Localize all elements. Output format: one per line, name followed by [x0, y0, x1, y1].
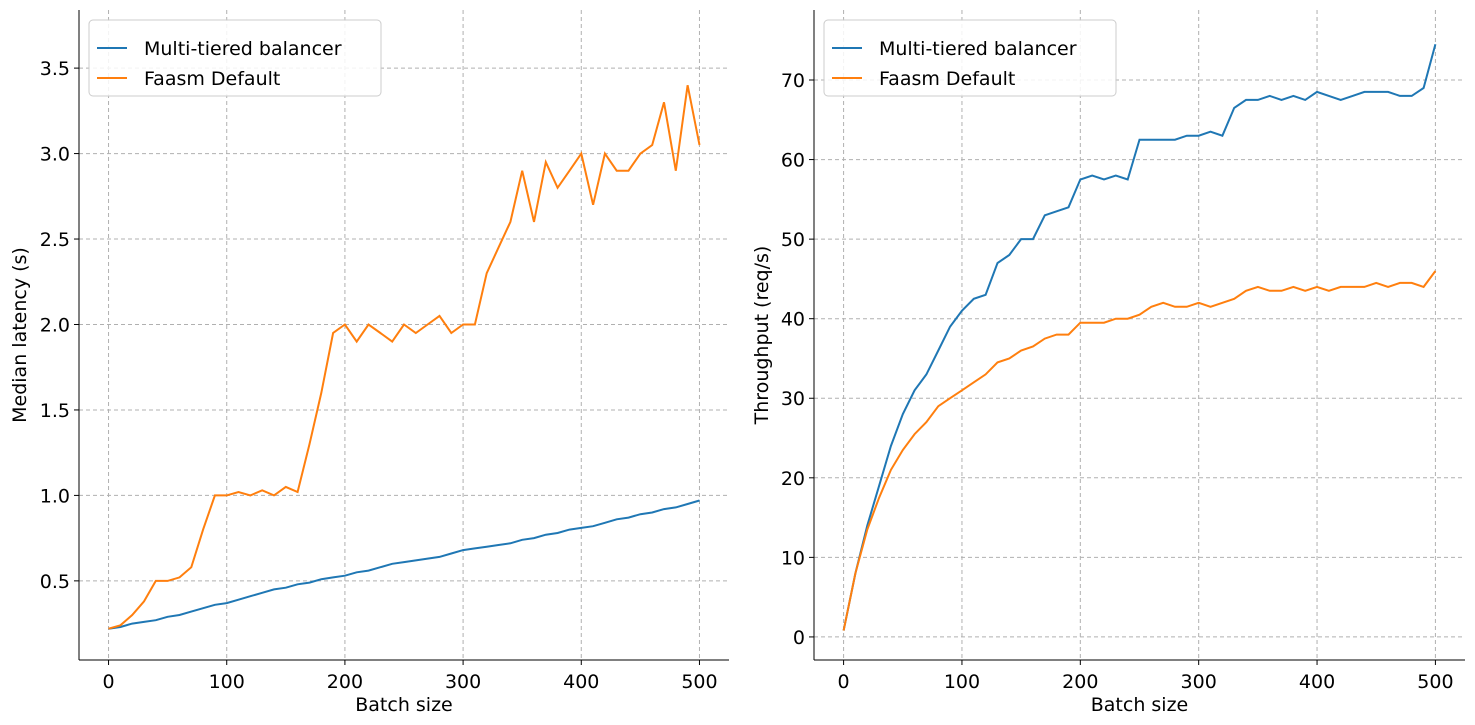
x-tick-label: 300	[445, 671, 481, 693]
x-tick-label: 500	[681, 671, 717, 693]
legend-box	[88, 19, 382, 97]
y-tick-label: 30	[781, 388, 805, 410]
y-tick-label: 20	[781, 468, 805, 490]
y-tick-label: 2.5	[40, 229, 70, 251]
y-tick-label: 10	[781, 547, 805, 569]
series-line	[842, 43, 1437, 631]
y-tick-label: 2.0	[40, 314, 70, 336]
series-line	[108, 85, 701, 630]
x-tick-label: 200	[1062, 671, 1098, 693]
y-tick-label: 0.5	[40, 571, 70, 593]
legend-box	[823, 19, 1117, 97]
x-tick-label: 500	[1417, 671, 1453, 693]
x-tick-label: 100	[944, 671, 980, 693]
y-tick-label: 70	[781, 70, 805, 92]
x-axis-label: Batch size	[1091, 694, 1189, 716]
y-axis-label: Throughput (req/s)	[751, 246, 773, 426]
x-tick-label: 200	[327, 671, 363, 693]
y-tick-label: 0	[793, 627, 805, 649]
y-tick-label: 3.0	[40, 144, 70, 166]
series-line	[842, 270, 1437, 631]
x-tick-label: 0	[102, 671, 114, 693]
y-tick-label: 60	[781, 150, 805, 172]
series-line	[108, 499, 700, 630]
x-tick-label: 300	[1181, 671, 1217, 693]
y-tick-label: 1.0	[40, 485, 70, 507]
legend-label: Faasm Default	[879, 68, 1015, 90]
legend-label: Multi-tiered balancer	[879, 38, 1077, 60]
legend-label: Faasm Default	[144, 68, 280, 90]
y-tick-label: 50	[781, 229, 805, 251]
y-tick-label: 40	[781, 309, 805, 331]
x-axis-label: Batch size	[355, 694, 453, 716]
x-tick-label: 0	[838, 671, 850, 693]
y-tick-label: 1.5	[40, 400, 70, 422]
x-tick-label: 100	[209, 671, 245, 693]
x-tick-label: 400	[563, 671, 599, 693]
legend-label: Multi-tiered balancer	[144, 38, 342, 60]
y-tick-label: 3.5	[40, 58, 70, 80]
y-axis-label: Median latency (s)	[9, 247, 31, 423]
x-tick-label: 400	[1299, 671, 1335, 693]
